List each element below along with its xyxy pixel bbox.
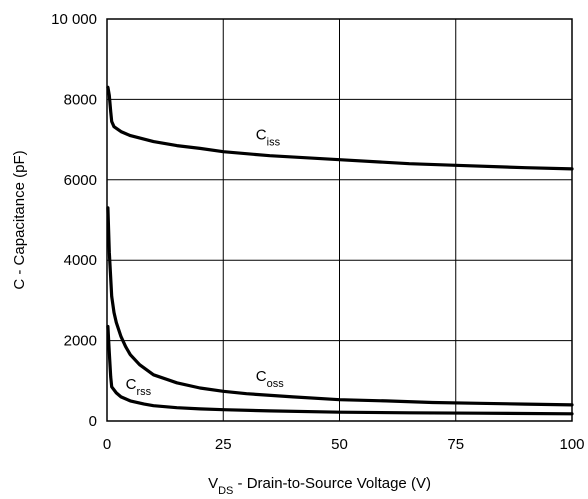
x-tick-label: 0 (103, 436, 111, 453)
x-tick-label: 50 (331, 436, 348, 453)
series-label-sub: rss (136, 386, 151, 398)
series-curves (106, 85, 574, 416)
series-line-rss (106, 324, 574, 416)
x-axis-title-sub: DS (218, 485, 233, 497)
y-tick-label: 2000 (64, 333, 97, 350)
y-tick-label: 8000 (64, 91, 97, 108)
series-label-base: C (256, 127, 267, 144)
y-tick-label: 6000 (64, 172, 97, 189)
series-label-oss: Coss (256, 368, 284, 390)
y-axis-title: C - Capacitance (pF) (11, 150, 28, 289)
plot-frame (106, 18, 573, 422)
series-label-base: C (126, 376, 137, 393)
series-line-iss (106, 85, 574, 171)
series-label-sub: oss (267, 378, 285, 390)
series-label-rss: Crss (126, 376, 152, 398)
x-tick-label: 100 (559, 436, 584, 453)
series-label-iss: Ciss (256, 127, 281, 149)
grid-lines (107, 19, 572, 421)
x-axis-title-base: V (208, 475, 218, 492)
x-tick-label: 25 (215, 436, 232, 453)
x-tick-label: 75 (447, 436, 464, 453)
series-line-oss (106, 206, 574, 407)
tick-labels: 0 25 50 75 100 0 2000 4000 6000 8000 10 000 (51, 11, 584, 453)
x-axis-title-rest: - Drain-to-Source Voltage (V) (233, 475, 431, 492)
series-label-sub: iss (267, 137, 281, 149)
y-tick-label: 4000 (64, 252, 97, 269)
series-label-base: C (256, 368, 267, 385)
x-axis-title: VDS - Drain-to-Source Voltage (V) (208, 475, 431, 497)
y-tick-label: 0 (89, 413, 97, 430)
y-tick-label: 10 000 (51, 11, 97, 28)
